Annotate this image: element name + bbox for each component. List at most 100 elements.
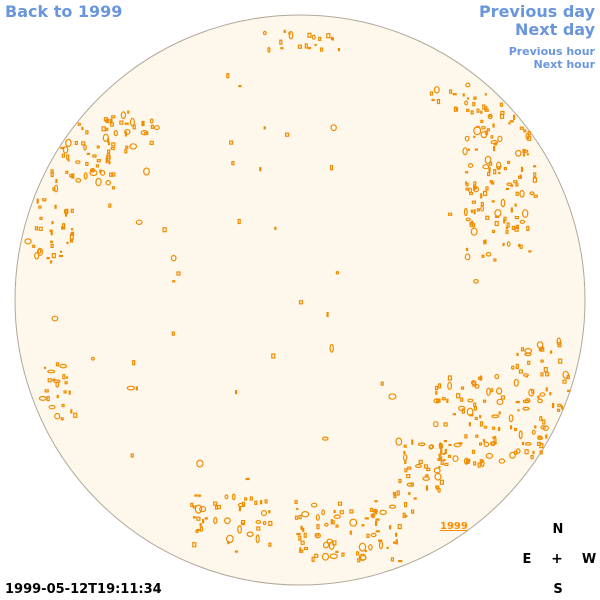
feature-contour [368,544,373,551]
feature-contour [264,499,268,504]
feature-contour [311,556,315,563]
feature-contour [320,47,324,52]
feature-contour [349,530,352,535]
feature-contour [488,161,493,166]
feature-contour [329,343,334,353]
feature-contour [366,533,370,538]
feature-contour [474,416,478,421]
feature-contour [519,244,523,249]
feature-contour [540,359,544,363]
feature-contour [476,125,480,129]
feature-contour [490,441,495,446]
observation-timestamp: 1999-05-12T19:11:34 [5,582,162,597]
feature-contour [129,117,135,127]
previous-day-link[interactable]: Previous day [478,2,595,21]
feature-contour [492,123,495,128]
feature-contour [55,178,58,184]
feature-contour [515,400,520,404]
feature-contour [522,406,530,411]
feature-contour [176,271,181,276]
feature-contour [364,517,369,520]
feature-contour [485,252,492,257]
feature-contour [192,516,197,519]
feature-contour [315,514,320,521]
feature-contour [508,414,514,423]
feature-contour [469,221,474,228]
feature-contour [322,541,330,549]
feature-contour [375,518,380,521]
feature-contour [99,169,106,176]
feature-contour [202,519,205,524]
feature-contour [530,455,534,460]
feature-contour [271,353,276,359]
feature-contour [429,91,434,96]
feature-contour [51,221,54,225]
solar-disk [14,14,586,586]
feature-contour [539,392,546,397]
feature-contour [143,167,150,176]
feature-contour [498,426,501,432]
feature-contour [556,337,562,346]
feature-contour [483,190,488,196]
feature-contour [60,226,66,230]
feature-contour [449,89,453,94]
feature-contour [86,152,91,155]
feature-contour [538,348,543,352]
feature-contour [108,172,114,177]
feature-contour [96,145,100,149]
feature-contour [34,226,39,231]
feature-contour [337,501,343,506]
feature-contour [229,140,234,145]
feature-contour [500,198,506,208]
feature-contour [73,412,78,418]
feature-contour [467,148,471,151]
feature-contour [475,434,479,438]
feature-contour [467,398,474,403]
feature-contour [307,46,312,50]
feature-contour [130,453,134,458]
feature-contour [483,240,487,245]
year-link[interactable]: 1999 [440,521,468,532]
feature-contour [396,490,400,496]
feature-contour [39,216,43,220]
feature-contour [498,458,506,464]
feature-contour [307,32,312,38]
feature-contour [440,459,444,465]
feature-contour [407,466,412,470]
feature-contour [268,542,272,547]
feature-contour [540,425,546,430]
feature-contour [142,120,145,126]
feature-contour [74,140,78,146]
feature-contour [539,450,543,455]
feature-contour [471,200,476,204]
feature-contour [462,93,465,97]
feature-contour [227,540,230,545]
feature-contour [328,541,335,551]
feature-contour [55,381,60,388]
feature-contour [245,477,250,481]
back-to-year-link[interactable]: Back to 1999 [5,2,123,21]
feature-contour [486,128,490,132]
feature-contour [216,504,221,510]
feature-contour [318,36,322,42]
feature-contour [256,526,261,531]
feature-contour [380,381,384,386]
feature-contour [52,187,56,192]
feature-contour [370,532,377,538]
next-hour-link[interactable]: Next hour [533,58,596,71]
next-day-link[interactable]: Next day [515,20,595,39]
feature-contour [393,541,397,544]
compass-north-label: N [552,522,564,537]
feature-contour [51,315,59,322]
feature-contour [38,395,47,401]
feature-contour [473,461,477,466]
previous-hour-link[interactable]: Previous hour [508,45,595,58]
feature-contour [120,111,127,120]
feature-contour [225,534,234,544]
feature-contour [473,209,476,215]
feature-contour [81,126,84,131]
feature-contour [105,179,112,186]
feature-contour [194,504,203,514]
feature-contour [473,278,479,284]
feature-contour [560,405,564,408]
